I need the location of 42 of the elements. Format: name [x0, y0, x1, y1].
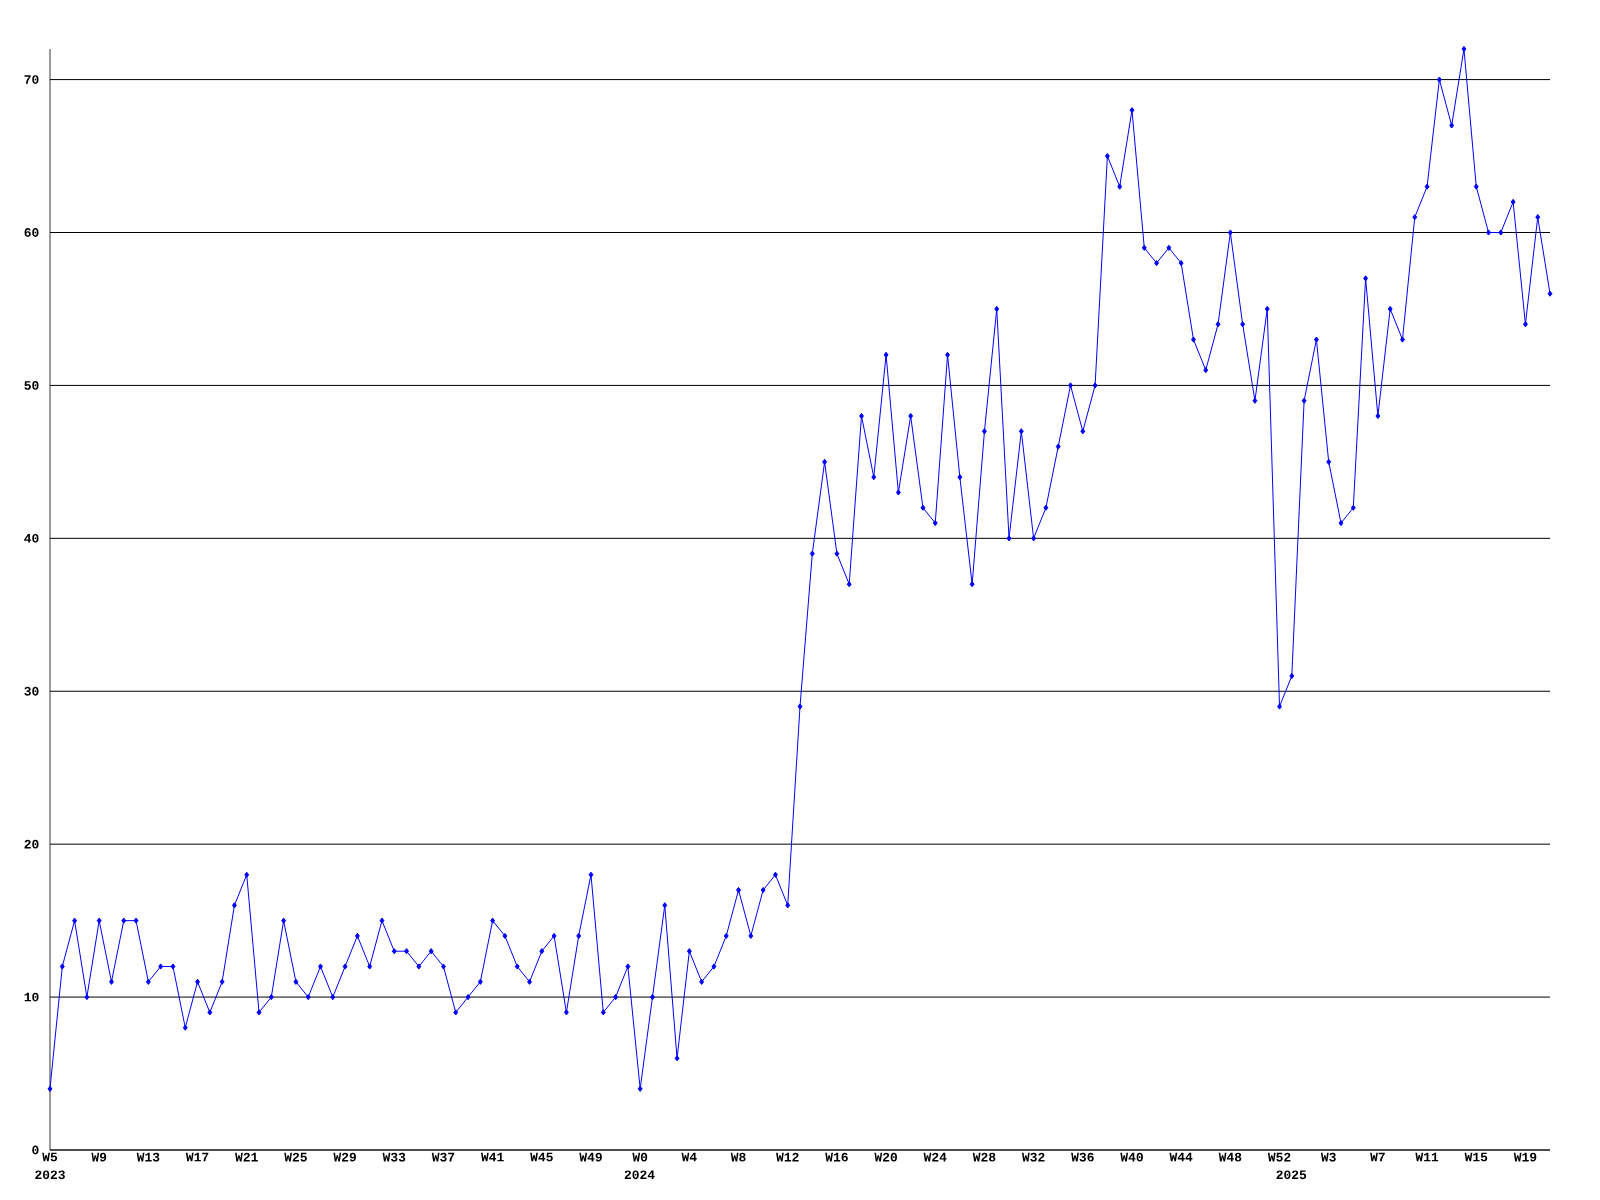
x-tick-label: W48 [1218, 1152, 1242, 1162]
x-tick-label: W8 [730, 1152, 746, 1162]
y-tick-label: 0 [32, 1145, 39, 1155]
x-tick-label: W13 [136, 1152, 160, 1162]
x-tick-label: W0 [632, 1152, 648, 1162]
x-tick-label: W49 [579, 1152, 602, 1162]
y-tick-label: 30 [24, 686, 39, 696]
x-tick-label: W52 [1267, 1152, 1291, 1162]
x-tick-label: W16 [825, 1152, 848, 1162]
x-tick-label: W45 [530, 1152, 553, 1162]
y-tick-label: 10 [24, 992, 39, 1002]
x-tick-label: W37 [431, 1152, 455, 1162]
x-tick-label: W32 [1021, 1152, 1045, 1162]
x-tick-label: W20 [874, 1152, 897, 1162]
x-tick-label: W36 [1071, 1152, 1094, 1162]
x-tick-label: W4 [681, 1152, 697, 1162]
y-tick-label: 20 [24, 839, 39, 849]
x-tick-label: W9 [91, 1152, 107, 1162]
y-tick-label: 50 [24, 381, 39, 390]
x-tick-label: W41 [480, 1152, 504, 1162]
x-tick-label: W33 [382, 1152, 406, 1162]
x-tick-label: W12 [776, 1152, 799, 1162]
x-tick-label: W21 [235, 1152, 258, 1162]
x-tick-label: W24 [923, 1152, 947, 1162]
y-tick-label: 60 [24, 228, 39, 237]
x-tick-label: W3 [1320, 1152, 1336, 1162]
y-tick-label: 40 [24, 533, 39, 543]
x-tick-label: W25 [284, 1152, 307, 1162]
x-tick-label: W40 [1120, 1152, 1143, 1162]
x-tick-label: W15 [1464, 1152, 1488, 1162]
x-tick-label: W7 [1370, 1152, 1385, 1162]
y-tick-label: 70 [24, 75, 39, 84]
x-tick-label: W19 [1513, 1152, 1537, 1162]
x-tick-label: W11 [1415, 1152, 1439, 1162]
text: 2025 [1276, 1170, 1307, 1180]
x-tick-label: W5 [42, 1152, 58, 1162]
x-tick-label: W29 [333, 1152, 356, 1162]
x-tick-label: W44 [1169, 1152, 1193, 1162]
text: 2023 [35, 1170, 65, 1180]
x-tick-label: W28 [972, 1152, 996, 1162]
x-tick-label: W17 [185, 1152, 209, 1162]
text: 2024 [624, 1170, 655, 1180]
